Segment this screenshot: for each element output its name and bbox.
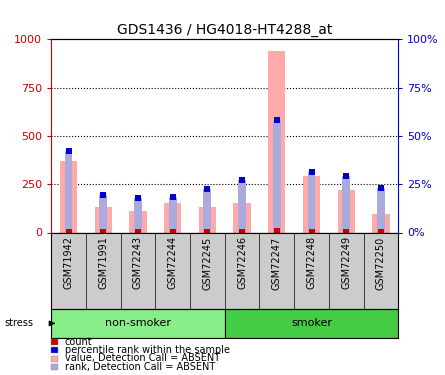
Text: value, Detection Call = ABSENT: value, Detection Call = ABSENT — [65, 354, 220, 363]
Text: GSM72249: GSM72249 — [341, 236, 351, 290]
Bar — [377, 188, 385, 232]
Bar — [129, 211, 147, 232]
Text: GSM72244: GSM72244 — [168, 236, 178, 290]
Bar — [203, 189, 211, 232]
Text: percentile rank within the sample: percentile rank within the sample — [65, 345, 230, 355]
Bar — [198, 207, 216, 232]
Bar — [238, 180, 246, 232]
Text: GSM72248: GSM72248 — [307, 236, 316, 290]
Text: non-smoker: non-smoker — [105, 318, 171, 328]
Bar — [234, 202, 251, 232]
Bar — [338, 190, 355, 232]
Text: GSM72247: GSM72247 — [272, 236, 282, 290]
Text: GSM71942: GSM71942 — [64, 236, 73, 290]
Bar — [273, 120, 281, 232]
Bar — [342, 177, 350, 232]
Bar — [169, 197, 177, 232]
Bar — [99, 195, 107, 232]
Text: stress: stress — [4, 318, 33, 328]
Bar — [307, 172, 316, 232]
Bar — [60, 161, 77, 232]
Bar — [225, 309, 398, 338]
Bar — [164, 202, 182, 232]
Title: GDS1436 / HG4018-HT4288_at: GDS1436 / HG4018-HT4288_at — [117, 23, 332, 37]
Bar — [303, 177, 320, 232]
Bar — [268, 51, 286, 232]
Bar — [134, 198, 142, 232]
Bar — [372, 214, 390, 232]
Text: GSM72250: GSM72250 — [376, 236, 386, 290]
Text: GSM72245: GSM72245 — [202, 236, 212, 290]
Text: GSM71991: GSM71991 — [98, 236, 108, 289]
Text: count: count — [65, 337, 93, 347]
Text: GSM72246: GSM72246 — [237, 236, 247, 290]
Text: smoker: smoker — [291, 318, 332, 328]
Bar — [65, 152, 73, 232]
Bar — [95, 207, 112, 232]
Text: GSM72243: GSM72243 — [133, 236, 143, 290]
Bar — [51, 309, 225, 338]
Text: rank, Detection Call = ABSENT: rank, Detection Call = ABSENT — [65, 362, 215, 372]
